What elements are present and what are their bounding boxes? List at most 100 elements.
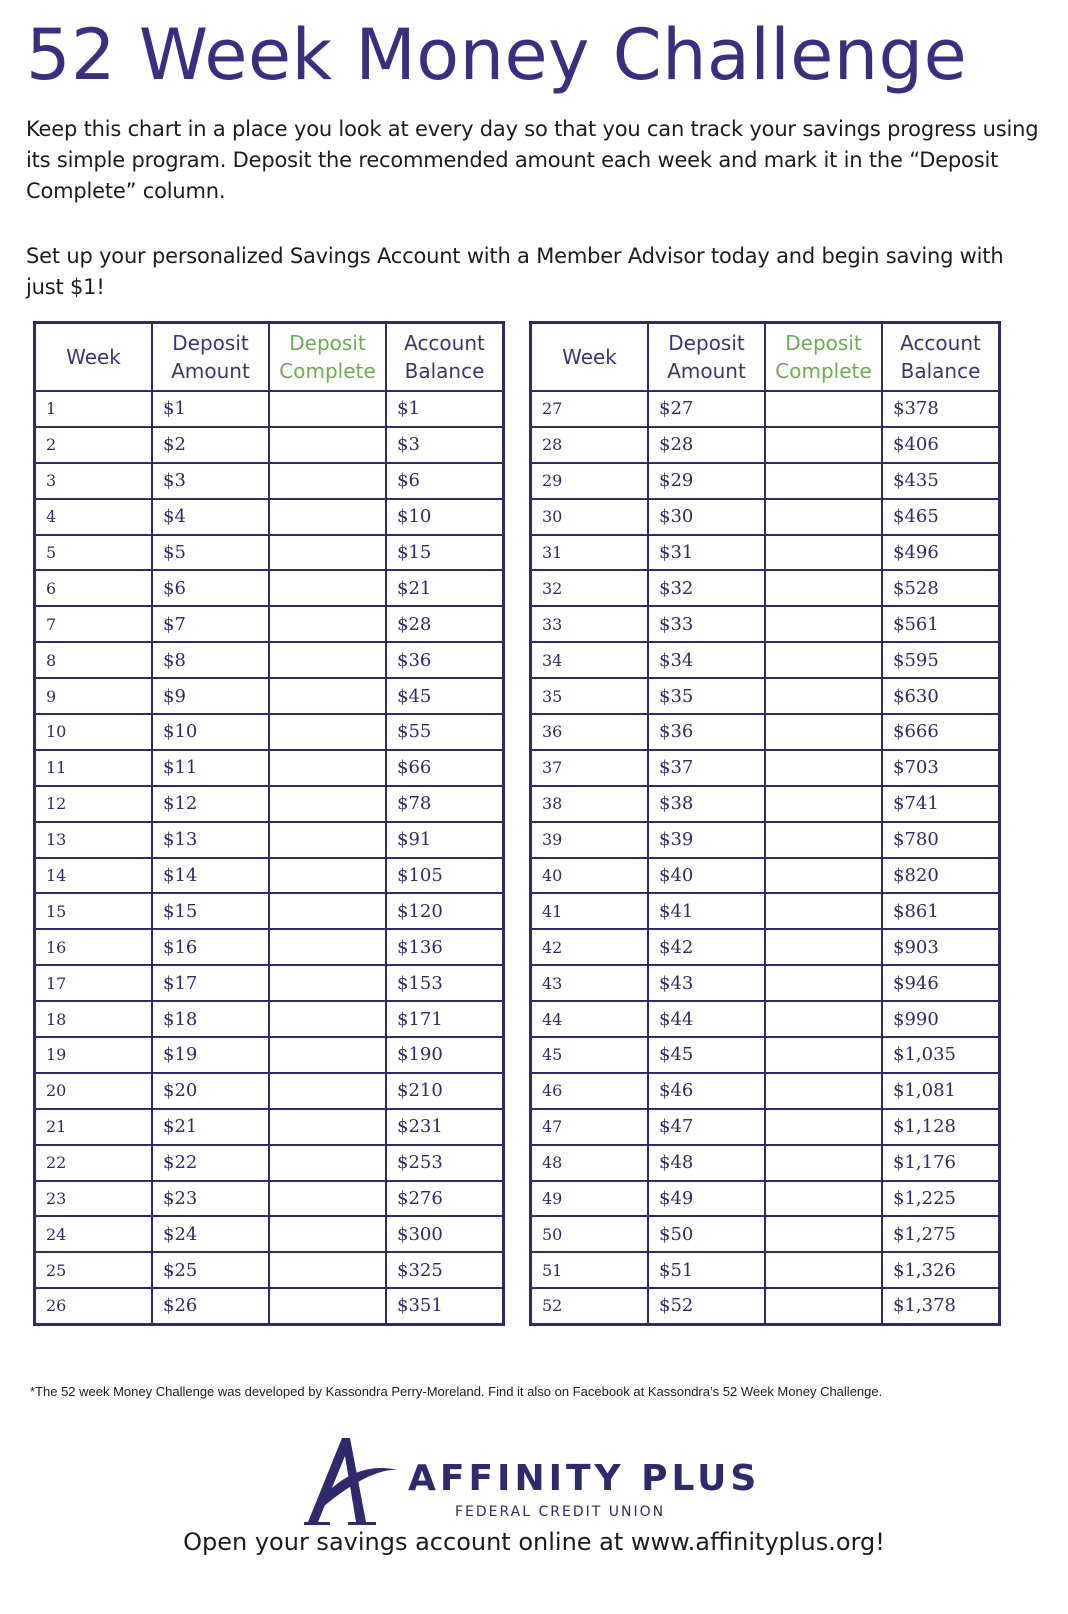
deposit-complete-checkbox-cell[interactable]	[268, 1287, 387, 1326]
deposit-complete-checkbox-cell[interactable]	[764, 892, 883, 931]
deposit-complete-checkbox-cell[interactable]	[268, 892, 387, 931]
deposit-complete-checkbox-cell[interactable]	[764, 820, 883, 859]
table-row: 16 $16 $136	[33, 928, 505, 967]
account-balance-header: Account Balance	[385, 321, 505, 392]
table-row: 30 $30 $465	[529, 497, 1001, 536]
page-title: 52 Week Money Challenge	[26, 14, 968, 96]
account-balance-header-text: Balance	[404, 359, 485, 383]
table-row: 31 $31 $496	[529, 533, 1001, 572]
deposit-complete-checkbox-cell[interactable]	[764, 1107, 883, 1146]
deposit-complete-checkbox-cell[interactable]	[764, 1000, 883, 1039]
deposit-complete-checkbox-cell[interactable]	[764, 1179, 883, 1218]
account-balance-cell: $406	[881, 425, 1001, 464]
deposit-complete-checkbox-cell[interactable]	[764, 856, 883, 895]
deposit-complete-checkbox-cell[interactable]	[764, 1071, 883, 1110]
deposit-complete-checkbox-cell[interactable]	[268, 390, 387, 428]
deposit-complete-checkbox-cell[interactable]	[764, 533, 883, 572]
account-balance-cell: $990	[881, 1000, 1001, 1039]
deposit-complete-checkbox-cell[interactable]	[764, 677, 883, 716]
deposit-complete-checkbox-cell[interactable]	[764, 964, 883, 1003]
deposit-complete-checkbox-cell[interactable]	[764, 1036, 883, 1074]
deposit-complete-checkbox-cell[interactable]	[268, 641, 387, 680]
deposit-complete-checkbox-cell[interactable]	[268, 1036, 387, 1074]
deposit-amount-cell: $25	[151, 1251, 270, 1290]
account-balance-cell: $1,035	[881, 1036, 1001, 1074]
deposit-complete-checkbox-cell[interactable]	[764, 1287, 883, 1326]
deposit-amount-cell: $13	[151, 820, 270, 859]
deposit-complete-checkbox-cell[interactable]	[268, 533, 387, 572]
account-balance-cell: $595	[881, 641, 1001, 680]
deposit-complete-checkbox-cell[interactable]	[268, 1215, 387, 1254]
deposit-amount-cell: $38	[647, 784, 766, 823]
deposit-complete-checkbox-cell[interactable]	[268, 820, 387, 859]
deposit-amount-cell: $40	[647, 856, 766, 895]
deposit-complete-checkbox-cell[interactable]	[268, 1143, 387, 1182]
deposit-complete-checkbox-cell[interactable]	[764, 928, 883, 967]
deposit-complete-checkbox-cell[interactable]	[764, 461, 883, 500]
deposit-complete-checkbox-cell[interactable]	[268, 497, 387, 536]
deposit-complete-checkbox-cell[interactable]	[268, 713, 387, 751]
deposit-complete-checkbox-cell[interactable]	[764, 1215, 883, 1254]
table-row: 51 $51 $1,326	[529, 1251, 1001, 1290]
week-cell: 42	[529, 928, 649, 967]
deposit-complete-checkbox-cell[interactable]	[268, 928, 387, 967]
deposit-complete-checkbox-cell[interactable]	[764, 713, 883, 751]
table-row: 14 $14 $105	[33, 856, 505, 895]
deposit-complete-checkbox-cell[interactable]	[764, 641, 883, 680]
table-row: 45 $45 $1,035	[529, 1036, 1001, 1074]
table-row: 33 $33 $561	[529, 605, 1001, 644]
week-cell: 47	[529, 1107, 649, 1146]
deposit-complete-checkbox-cell[interactable]	[764, 784, 883, 823]
account-balance-cell: $496	[881, 533, 1001, 572]
table-row: 3 $3 $6	[33, 461, 505, 500]
deposit-complete-checkbox-cell[interactable]	[764, 497, 883, 536]
deposit-complete-checkbox-cell[interactable]	[268, 964, 387, 1003]
deposit-amount-cell: $28	[647, 425, 766, 464]
deposit-complete-checkbox-cell[interactable]	[268, 1107, 387, 1146]
account-balance-cell: $28	[385, 605, 505, 644]
deposit-complete-checkbox-cell[interactable]	[764, 1143, 883, 1182]
savings-cta-text: Set up your personalized Savings Account…	[26, 244, 1004, 299]
deposit-complete-checkbox-cell[interactable]	[268, 1000, 387, 1039]
deposit-complete-checkbox-cell[interactable]	[764, 425, 883, 464]
deposit-amount-cell: $9	[151, 677, 270, 716]
deposit-complete-checkbox-cell[interactable]	[268, 425, 387, 464]
week-header: Week	[33, 321, 153, 392]
deposit-complete-checkbox-cell[interactable]	[764, 569, 883, 608]
week-cell: 3	[33, 461, 153, 500]
deposit-complete-checkbox-cell[interactable]	[268, 784, 387, 823]
deposit-complete-checkbox-cell[interactable]	[764, 605, 883, 644]
logo-name: AFFINITY PLUS	[408, 1458, 761, 1499]
account-balance-cell: $1,176	[881, 1143, 1001, 1182]
account-balance-cell: $528	[881, 569, 1001, 608]
week-cell: 27	[529, 390, 649, 428]
table-row: 38 $38 $741	[529, 784, 1001, 823]
account-balance-cell: $351	[385, 1287, 505, 1326]
deposit-amount-cell: $47	[647, 1107, 766, 1146]
table-row: 17 $17 $153	[33, 964, 505, 1003]
deposit-complete-checkbox-cell[interactable]	[268, 677, 387, 716]
deposit-complete-checkbox-cell[interactable]	[764, 1251, 883, 1290]
deposit-complete-checkbox-cell[interactable]	[268, 569, 387, 608]
table-row: 40 $40 $820	[529, 856, 1001, 895]
deposit-complete-checkbox-cell[interactable]	[268, 605, 387, 644]
week-cell: 8	[33, 641, 153, 680]
deposit-complete-checkbox-cell[interactable]	[268, 748, 387, 787]
deposit-amount-cell: $35	[647, 677, 766, 716]
deposit-complete-checkbox-cell[interactable]	[268, 1179, 387, 1218]
deposit-complete-checkbox-cell[interactable]	[268, 856, 387, 895]
deposit-complete-header: Deposit Complete	[268, 321, 387, 392]
deposit-complete-checkbox-cell[interactable]	[268, 1071, 387, 1110]
table-row: 25 $25 $325	[33, 1251, 505, 1290]
deposit-complete-checkbox-cell[interactable]	[268, 1251, 387, 1290]
table-row: 47 $47 $1,128	[529, 1107, 1001, 1146]
deposit-amount-cell: $42	[647, 928, 766, 967]
account-balance-cell: $45	[385, 677, 505, 716]
deposit-complete-checkbox-cell[interactable]	[764, 390, 883, 428]
deposit-complete-checkbox-cell[interactable]	[764, 748, 883, 787]
table-row: 32 $32 $528	[529, 569, 1001, 608]
table-row: 4 $4 $10	[33, 497, 505, 536]
deposit-complete-checkbox-cell[interactable]	[268, 461, 387, 500]
account-balance-cell: $325	[385, 1251, 505, 1290]
